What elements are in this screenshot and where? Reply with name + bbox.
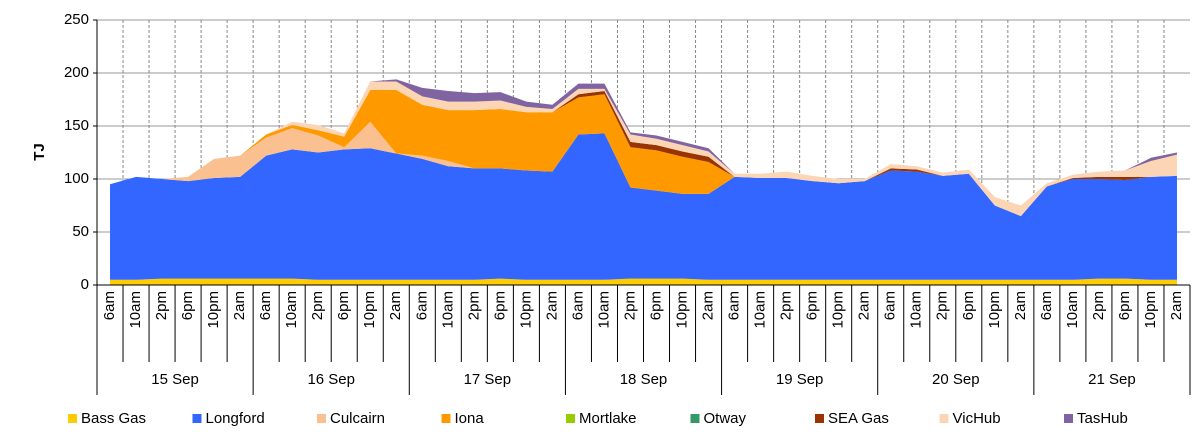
legend-swatch xyxy=(1064,414,1073,423)
x-tick-label: 2am xyxy=(543,291,560,320)
y-tick-label: 200 xyxy=(64,64,89,81)
y-tick-label: 150 xyxy=(64,117,89,134)
x-tick-label: 10pm xyxy=(361,291,378,329)
y-tick-label: 0 xyxy=(81,276,89,293)
group-label: 21 Sep xyxy=(1088,371,1136,388)
group-label: 17 Sep xyxy=(464,371,512,388)
group-label: 16 Sep xyxy=(307,371,355,388)
x-tick-label: 10pm xyxy=(517,291,534,329)
legend-swatch xyxy=(68,414,77,423)
x-tick-label: 2pm xyxy=(778,291,795,320)
x-tick-label: 6pm xyxy=(960,291,977,320)
x-tick-label: 6am xyxy=(882,291,899,320)
y-tick-label: 100 xyxy=(64,170,89,187)
legend-label: VicHub xyxy=(953,410,1001,427)
legend-label: Culcairn xyxy=(330,410,385,427)
y-tick-label: 50 xyxy=(72,223,89,240)
x-tick-label: 6am xyxy=(726,291,743,320)
x-tick-label: 2am xyxy=(1168,291,1185,320)
x-tick-label: 6am xyxy=(257,291,274,320)
x-tick-label: 6pm xyxy=(179,291,196,320)
x-tick-label: 10pm xyxy=(830,291,847,329)
group-label: 15 Sep xyxy=(151,371,199,388)
area xyxy=(110,89,1177,217)
legend-swatch xyxy=(192,414,202,423)
x-tick-label: 2pm xyxy=(309,291,326,320)
x-tick-label: 6am xyxy=(569,291,586,320)
x-tick-label: 6pm xyxy=(647,291,664,320)
x-tick-label: 6pm xyxy=(804,291,821,320)
legend-swatch xyxy=(317,414,326,423)
x-tick-label: 2am xyxy=(231,291,248,320)
area xyxy=(110,121,1177,217)
x-tick-label: 10am xyxy=(439,291,456,329)
group-label: 19 Sep xyxy=(776,371,824,388)
x-tick-label: 2am xyxy=(1012,291,1029,320)
x-tick-label: 10am xyxy=(127,291,144,329)
x-tick-label: 10am xyxy=(283,291,300,329)
group-label: 20 Sep xyxy=(932,371,980,388)
group-label: 18 Sep xyxy=(620,371,668,388)
legend-label: SEA Gas xyxy=(828,410,889,427)
x-tick-label: 2pm xyxy=(153,291,170,320)
x-tick-label: 10pm xyxy=(1142,291,1159,329)
legend-label: Longford xyxy=(206,410,265,427)
y-axis-title: TJ xyxy=(31,143,48,161)
x-tick-label: 6pm xyxy=(335,291,352,320)
area xyxy=(110,278,1177,285)
x-tick-label: 2am xyxy=(387,291,404,320)
area xyxy=(110,133,1177,280)
x-tick-label: 2pm xyxy=(621,291,638,320)
legend-swatch xyxy=(815,414,824,423)
x-tick-label: 2pm xyxy=(465,291,482,320)
x-tick-label: 10am xyxy=(1064,291,1081,329)
x-tick-label: 6am xyxy=(413,291,430,320)
x-tick-label: 6am xyxy=(101,291,118,320)
x-tick-label: 6pm xyxy=(491,291,508,320)
x-tick-label: 10am xyxy=(595,291,612,329)
x-tick-label: 10pm xyxy=(986,291,1003,329)
x-tick-label: 2pm xyxy=(1090,291,1107,320)
legend-label: Otway xyxy=(704,410,747,427)
x-tick-label: 6am xyxy=(1038,291,1055,320)
x-tick-label: 10am xyxy=(752,291,769,329)
legend-swatch xyxy=(566,414,575,423)
legend-swatch xyxy=(690,414,700,423)
legend-label: Mortlake xyxy=(579,410,637,427)
y-tick-label: 250 xyxy=(64,11,89,28)
x-tick-label: 6pm xyxy=(1116,291,1133,320)
x-tick-label: 2pm xyxy=(934,291,951,320)
legend-swatch xyxy=(441,414,451,423)
x-tick-label: 10pm xyxy=(674,291,691,329)
legend-label: Bass Gas xyxy=(81,410,146,427)
x-tick-label: 10pm xyxy=(205,291,222,329)
legend-label: Iona xyxy=(455,410,485,427)
x-tick-label: 10am xyxy=(908,291,925,329)
x-tick-label: 2am xyxy=(856,291,873,320)
legend-label: TasHub xyxy=(1077,410,1128,427)
legend-swatch xyxy=(939,414,949,423)
x-tick-label: 2am xyxy=(700,291,717,320)
